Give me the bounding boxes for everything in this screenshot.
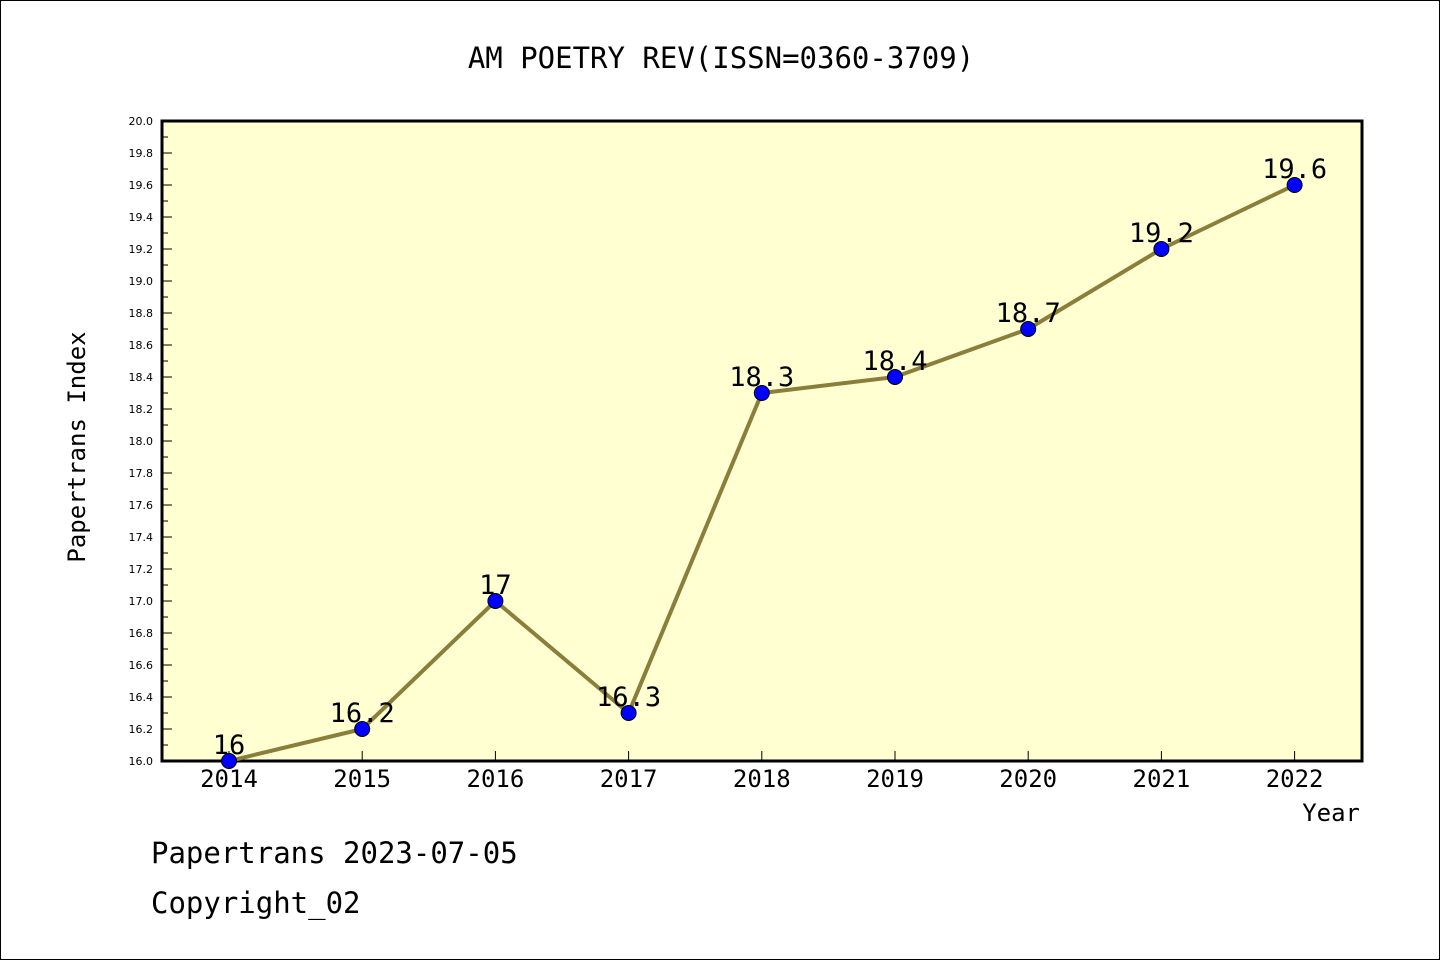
y-tick-label: 18.8 [129, 307, 154, 320]
data-point-marker [221, 753, 237, 769]
y-tick-label: 19.8 [129, 147, 154, 160]
data-point-marker [753, 385, 770, 401]
y-tick-label: 18.2 [129, 403, 154, 416]
y-tick-label: 20.0 [129, 115, 154, 128]
y-tick-label: 16.2 [129, 723, 154, 736]
data-point-marker [1020, 321, 1037, 337]
y-tick-label: 18.4 [129, 371, 154, 384]
y-tick-label: 17.6 [129, 499, 154, 512]
x-tick-label: 2017 [600, 765, 658, 793]
y-tick-label: 17.2 [129, 563, 154, 576]
footer-date-text: Papertrans 2023-07-05 [151, 836, 518, 870]
x-tick-label: 2020 [999, 765, 1057, 793]
y-tick-label: 17.0 [129, 595, 154, 608]
y-axis-label: Papertrans Index [63, 331, 91, 562]
data-point-marker [887, 369, 903, 385]
y-tick-label: 18.0 [129, 435, 154, 448]
x-tick-label: 2014 [200, 765, 258, 793]
plot-area [160, 119, 1364, 763]
y-tick-label: 16.0 [129, 755, 154, 768]
x-axis: 2014 2015 2016 2017 2018 2019 2020 2021 2022 [200, 751, 1323, 793]
x-tick-label: 2022 [1266, 765, 1324, 793]
data-point-marker [620, 705, 637, 721]
chart-title: AM POETRY REV(ISSN=0360-3709) [468, 41, 974, 75]
data-point-marker [1153, 241, 1170, 257]
y-tick-label: 19.4 [129, 211, 154, 224]
data-point-marker [1286, 177, 1303, 193]
y-tick-label: 17.8 [129, 467, 154, 480]
x-axis-label: Year [1302, 799, 1360, 827]
x-tick-label: 2018 [733, 765, 791, 793]
y-axis: 16.0 16.2 16.4 16.6 16.8 17.0 17.2 17.4 17.6 17.8… [129, 115, 172, 768]
y-tick-label: 16.6 [129, 659, 154, 672]
footer-copyright-text: Copyright_02 [151, 886, 361, 920]
data-point-marker [354, 721, 371, 737]
x-tick-label: 2015 [333, 765, 391, 793]
y-tick-label: 18.6 [129, 339, 154, 352]
y-tick-label: 16.4 [129, 691, 154, 704]
y-tick-label: 19.0 [129, 275, 154, 288]
y-tick-label: 19.2 [129, 243, 154, 256]
y-tick-label: 19.6 [129, 179, 154, 192]
data-point-marker [487, 593, 504, 609]
x-tick-label: 2021 [1133, 765, 1191, 793]
x-tick-label: 2016 [467, 765, 525, 793]
y-tick-label: 16.8 [129, 627, 154, 640]
y-tick-label: 17.4 [129, 531, 154, 544]
x-tick-label: 2019 [866, 765, 924, 793]
